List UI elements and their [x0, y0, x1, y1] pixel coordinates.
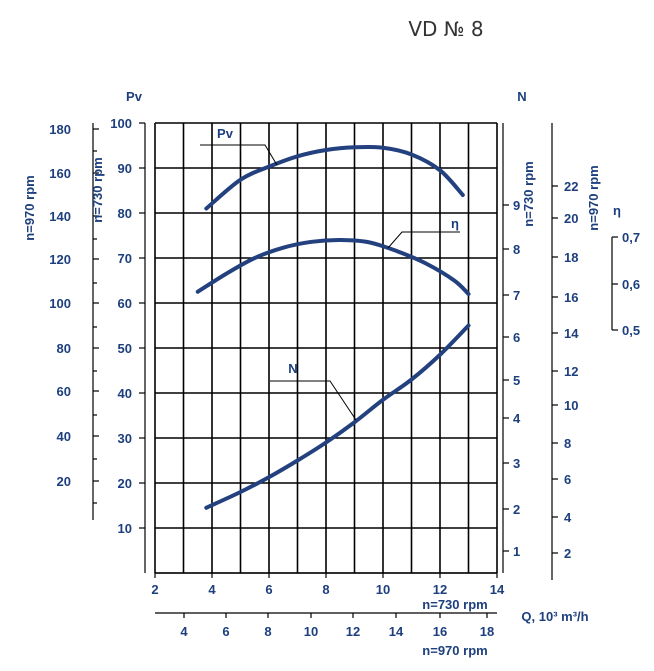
y-tick-label-pv-730: 50	[118, 341, 132, 356]
x-tick-label-970: 12	[346, 624, 360, 639]
y-tick-label-pv-730: 90	[118, 161, 132, 176]
y-axis-header-eta: η	[613, 203, 621, 218]
curve-eta	[195, 237, 471, 296]
curve-n	[204, 323, 471, 510]
curves	[195, 144, 471, 510]
x-tick-label-970: 6	[222, 624, 229, 639]
y-tick-label-n-730: 4	[513, 411, 521, 426]
x-tick-label-730: 12	[433, 582, 447, 597]
y-axis-speed-pv-970: n=970 rpm	[22, 175, 37, 240]
y-axis-header-pv: Pv	[126, 89, 143, 104]
y-tick-label-n-730: 3	[513, 456, 520, 471]
y-tick-label-pv-970: 80	[57, 341, 71, 356]
y-tick-label-eta: 0,5	[622, 323, 640, 338]
series-label: Pv	[217, 126, 234, 141]
series-label: η	[451, 216, 459, 231]
y-tick-label-pv-970: 120	[49, 252, 71, 267]
leader-line	[270, 380, 357, 421]
y-tick-label-n-970: 20	[564, 211, 578, 226]
y-tick-label-n-970: 12	[564, 364, 578, 379]
y-tick-label-n-970: 18	[564, 250, 578, 265]
y-tick-label-n-730: 7	[513, 288, 520, 303]
chart-title: VD № 8	[408, 17, 483, 41]
x-tick-label-730: 14	[490, 582, 505, 597]
plot-grid	[154, 122, 498, 574]
y-axis-speed-pv-730: n=730 rpm	[90, 157, 105, 222]
y-tick-label-n-970: 14	[564, 326, 579, 341]
x-tick-label-730: 4	[208, 582, 216, 597]
x-axis-title: Q, 10³ m³/h	[521, 609, 588, 624]
y-tick-label-n-970: 2	[564, 546, 571, 561]
y-tick-label-pv-970: 100	[49, 296, 71, 311]
x-tick-label-730: 8	[322, 582, 329, 597]
y-tick-label-pv-730: 20	[118, 476, 132, 491]
axes	[92, 122, 618, 618]
y-tick-label-n-970: 16	[564, 290, 578, 305]
y-tick-label-n-730: 2	[513, 502, 520, 517]
y-tick-label-n-970: 6	[564, 472, 571, 487]
x-tick-label-730: 6	[265, 582, 272, 597]
x-tick-label-970: 4	[180, 624, 188, 639]
y-tick-label-eta: 0,7	[622, 230, 640, 245]
y-tick-label-pv-730: 10	[118, 521, 132, 536]
y-tick-label-n-730: 9	[513, 198, 520, 213]
leader-line	[200, 144, 278, 166]
y-tick-label-pv-730: 40	[118, 386, 132, 401]
y-tick-label-pv-970: 180	[49, 122, 71, 137]
y-axis-speed-n-970: n=970 rpm	[586, 165, 601, 230]
y-tick-label-n-970: 10	[564, 398, 578, 413]
y-tick-label-pv-970: 140	[49, 209, 71, 224]
y-tick-label-n-730: 6	[513, 330, 520, 345]
y-tick-label-eta: 0,6	[622, 277, 640, 292]
y-tick-label-n-730: 1	[513, 544, 520, 559]
x-tick-label-730: 10	[376, 582, 390, 597]
curve-pv	[204, 144, 465, 211]
x-tick-label-970: 8	[264, 624, 271, 639]
y-tick-label-pv-970: 60	[57, 384, 71, 399]
y-tick-label-pv-730: 80	[118, 206, 132, 221]
y-tick-label-pv-730: 60	[118, 296, 132, 311]
y-tick-label-n-730: 5	[513, 373, 520, 388]
x-axis-speed-730: n=730 rpm	[422, 597, 487, 612]
y-tick-label-pv-730: 70	[118, 251, 132, 266]
y-tick-label-pv-970: 20	[57, 474, 71, 489]
y-tick-label-pv-730: 100	[110, 116, 132, 131]
y-tick-label-n-970: 8	[564, 436, 571, 451]
x-tick-label-970: 10	[304, 624, 318, 639]
x-tick-label-970: 14	[389, 624, 404, 639]
y-tick-label-n-970: 4	[564, 510, 572, 525]
y-tick-label-n-970: 22	[564, 179, 578, 194]
y-axis-header-n: N	[517, 89, 526, 104]
y-axis-speed-n-730: n=730 rpm	[521, 161, 536, 226]
x-tick-label-970: 18	[480, 624, 494, 639]
y-tick-label-pv-970: 40	[57, 429, 71, 444]
x-axis-speed-970: n=970 rpm	[422, 643, 487, 658]
series-label: N	[288, 361, 297, 376]
y-tick-label-pv-970: 160	[49, 166, 71, 181]
x-tick-label-970: 16	[433, 624, 447, 639]
y-tick-label-n-730: 8	[513, 242, 520, 257]
x-tick-label-730: 2	[151, 582, 158, 597]
leader-line	[387, 231, 460, 249]
y-tick-label-pv-730: 30	[118, 431, 132, 446]
